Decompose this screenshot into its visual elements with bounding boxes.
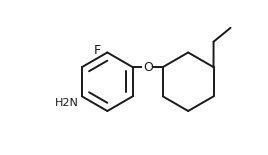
Text: H2N: H2N [55, 97, 79, 108]
Text: F: F [94, 44, 101, 57]
Text: O: O [143, 61, 153, 74]
